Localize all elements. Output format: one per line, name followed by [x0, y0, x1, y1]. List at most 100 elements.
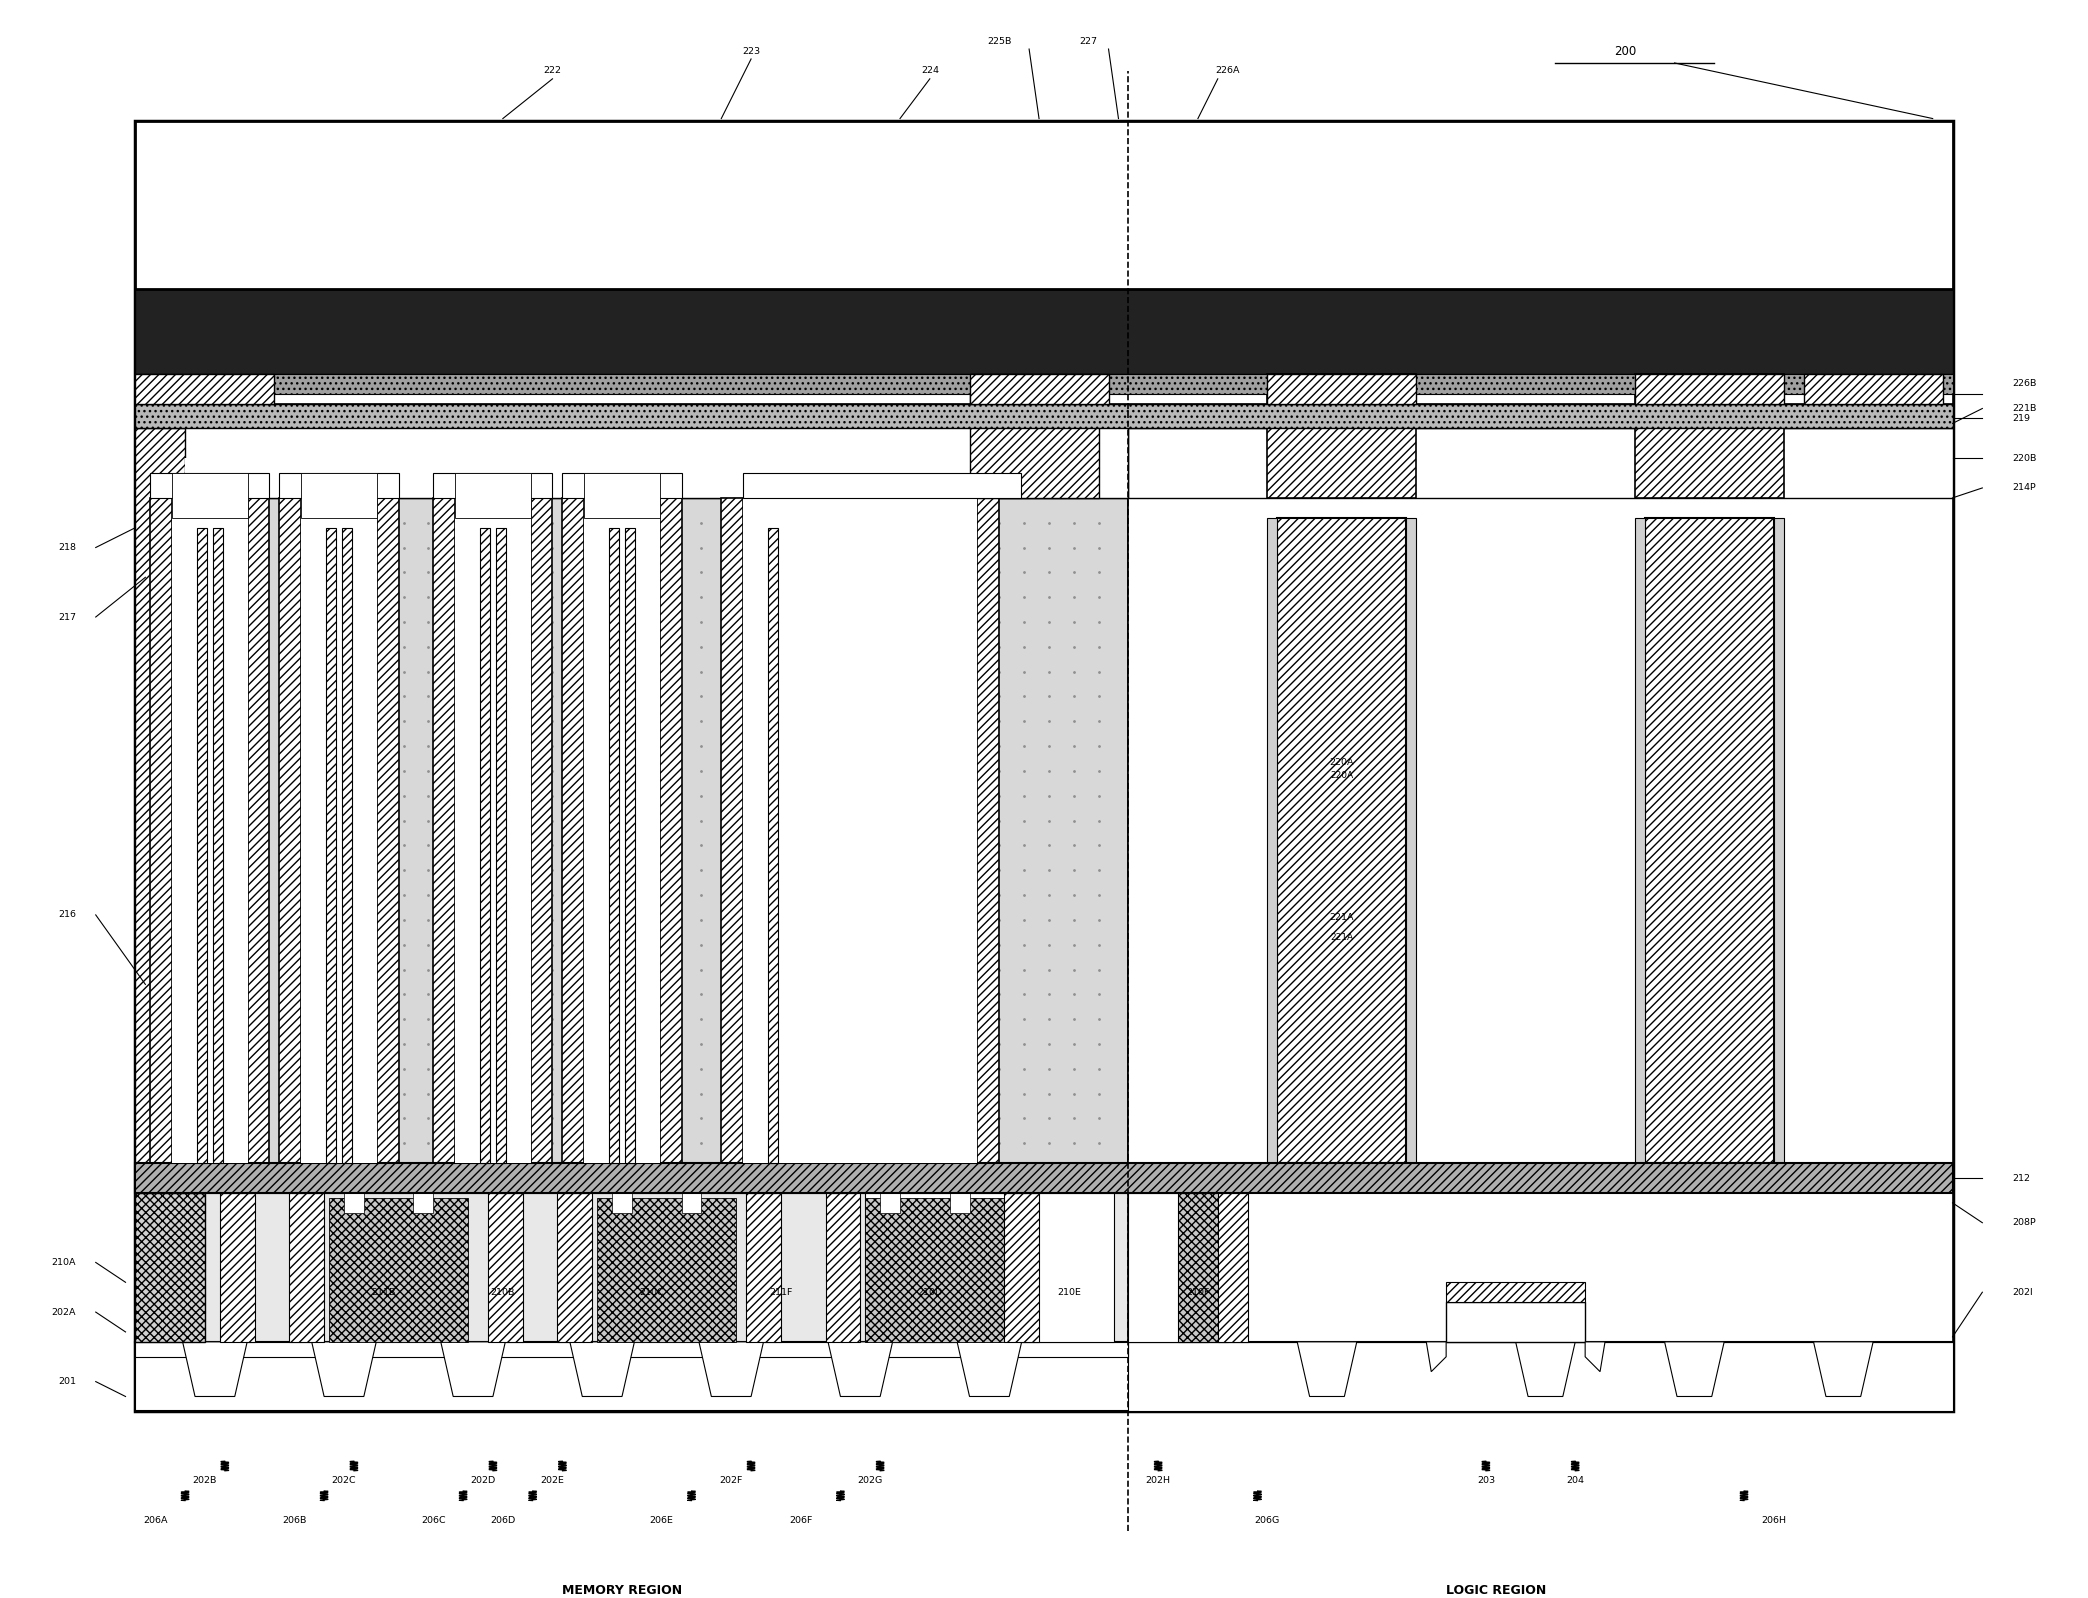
- Bar: [745, 1194, 781, 1342]
- Text: 219: 219: [2013, 414, 2030, 423]
- Bar: [560, 1178, 589, 1194]
- Text: 226A: 226A: [1215, 67, 1240, 75]
- Text: 227: 227: [1079, 37, 1098, 46]
- Bar: [624, 527, 635, 1163]
- Polygon shape: [182, 1342, 246, 1397]
- Text: 201: 201: [58, 1377, 75, 1385]
- Polygon shape: [311, 1342, 376, 1397]
- Text: 206G: 206G: [1255, 1517, 1280, 1524]
- Bar: [1267, 518, 1278, 1163]
- Bar: [562, 499, 585, 1163]
- Bar: [455, 499, 530, 1163]
- Bar: [136, 120, 1952, 289]
- Bar: [150, 473, 269, 499]
- Bar: [1635, 374, 1783, 404]
- Text: 210C: 210C: [639, 1288, 664, 1296]
- Text: 225B: 225B: [988, 37, 1011, 46]
- Text: 211B: 211B: [372, 1288, 397, 1296]
- Text: 202G: 202G: [858, 1477, 883, 1486]
- Bar: [969, 374, 1109, 404]
- Bar: [1128, 1194, 1207, 1342]
- Bar: [660, 499, 681, 1163]
- Text: 223: 223: [741, 46, 760, 56]
- Bar: [1804, 374, 1942, 404]
- Bar: [1267, 374, 1416, 404]
- Text: 206C: 206C: [422, 1517, 445, 1524]
- Bar: [1635, 518, 1645, 1163]
- Text: 204: 204: [1566, 1477, 1585, 1486]
- Bar: [248, 499, 269, 1163]
- Text: 206D: 206D: [491, 1517, 516, 1524]
- Bar: [213, 527, 223, 1163]
- Bar: [136, 374, 1952, 404]
- Bar: [413, 1194, 434, 1213]
- Bar: [376, 499, 399, 1163]
- Text: 220A: 220A: [1330, 772, 1353, 780]
- Bar: [342, 527, 353, 1163]
- Bar: [720, 499, 743, 1163]
- Bar: [864, 1194, 1113, 1342]
- Bar: [136, 120, 1952, 1411]
- Bar: [829, 1178, 858, 1194]
- Bar: [196, 527, 207, 1163]
- Text: LOGIC REGION: LOGIC REGION: [1445, 1584, 1545, 1596]
- Text: 212: 212: [2013, 1173, 2030, 1183]
- Bar: [301, 473, 376, 518]
- Bar: [1447, 1302, 1585, 1342]
- Bar: [223, 1178, 253, 1194]
- Text: 226B: 226B: [2013, 379, 2036, 388]
- Polygon shape: [699, 1342, 764, 1397]
- Bar: [825, 1194, 860, 1342]
- Bar: [290, 1194, 324, 1342]
- Bar: [1278, 518, 1407, 1163]
- Text: 224: 224: [921, 67, 940, 75]
- Text: 220A: 220A: [1330, 759, 1355, 767]
- Text: 200: 200: [1614, 45, 1637, 58]
- Text: 202C: 202C: [332, 1477, 357, 1486]
- Polygon shape: [441, 1342, 505, 1397]
- Bar: [557, 1194, 593, 1342]
- Bar: [136, 499, 1128, 1163]
- Text: 202F: 202F: [720, 1477, 743, 1486]
- Bar: [219, 1194, 255, 1342]
- Text: 216: 216: [58, 911, 75, 919]
- Polygon shape: [1516, 1342, 1574, 1397]
- Bar: [455, 473, 530, 518]
- Text: MEMORY REGION: MEMORY REGION: [562, 1584, 683, 1596]
- Bar: [681, 1194, 702, 1213]
- Bar: [330, 1198, 468, 1342]
- Text: 210E: 210E: [1057, 1288, 1082, 1296]
- Bar: [136, 1342, 1952, 1411]
- Text: 202H: 202H: [1146, 1477, 1171, 1486]
- Bar: [1447, 1282, 1585, 1302]
- Text: 202I: 202I: [2013, 1288, 2034, 1296]
- Bar: [136, 1342, 1128, 1357]
- Bar: [1267, 374, 1416, 499]
- Polygon shape: [1814, 1342, 1873, 1397]
- Bar: [977, 499, 1000, 1163]
- Text: 202D: 202D: [470, 1477, 495, 1486]
- Text: 210A: 210A: [52, 1258, 75, 1267]
- Bar: [1128, 499, 1952, 1342]
- Bar: [136, 428, 1128, 499]
- Bar: [326, 527, 336, 1163]
- Polygon shape: [1297, 1342, 1357, 1397]
- Text: 202A: 202A: [52, 1307, 75, 1317]
- Text: 221A: 221A: [1330, 914, 1355, 922]
- Bar: [743, 473, 1021, 499]
- Bar: [610, 527, 618, 1163]
- Bar: [489, 1194, 522, 1342]
- Text: 214P: 214P: [2013, 484, 2036, 492]
- Text: 210B: 210B: [491, 1288, 516, 1296]
- Text: 206E: 206E: [649, 1517, 674, 1524]
- Bar: [881, 1194, 900, 1213]
- Bar: [743, 499, 977, 1163]
- Bar: [186, 459, 205, 1163]
- Text: 208P: 208P: [2013, 1218, 2036, 1227]
- Bar: [495, 527, 505, 1163]
- Text: 203: 203: [1476, 1477, 1495, 1486]
- Polygon shape: [1664, 1342, 1725, 1397]
- Polygon shape: [570, 1342, 635, 1397]
- Bar: [136, 1194, 205, 1342]
- Polygon shape: [829, 1342, 892, 1397]
